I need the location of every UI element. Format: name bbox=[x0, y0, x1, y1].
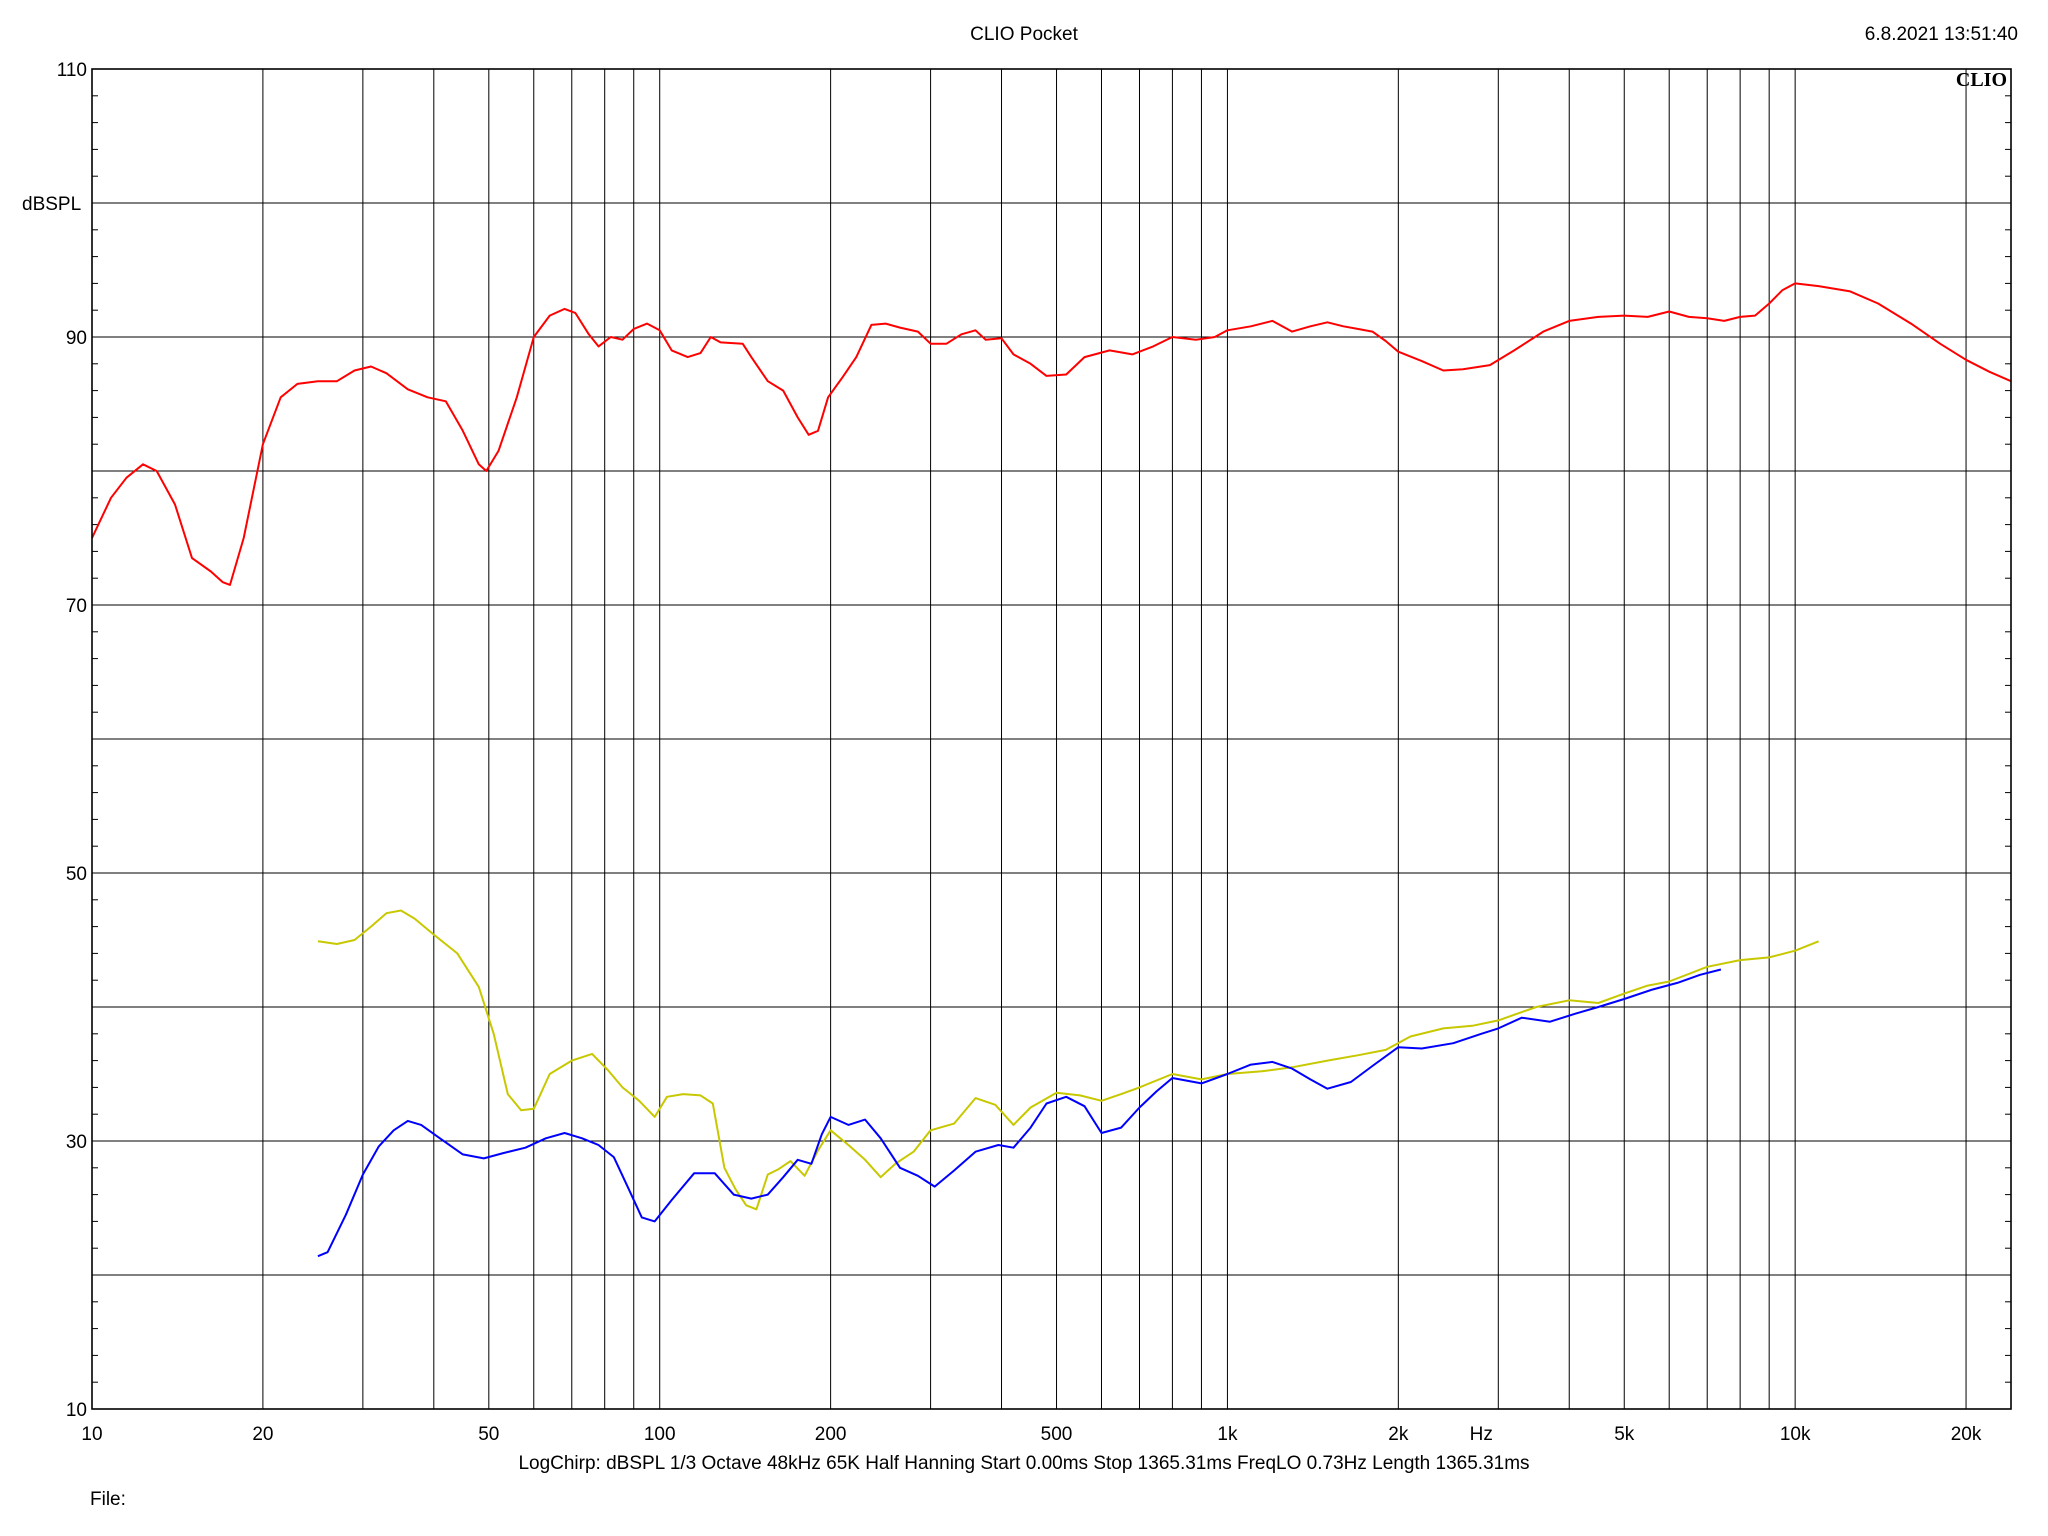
clio-logo: CLIO bbox=[1956, 69, 2007, 91]
x-tick-labels: 10 20 50 100 200 500 1k 2k 5k 10k 20k bbox=[81, 1424, 1981, 1445]
measurement-settings: LogChirp: dBSPL 1/3 Octave 48kHz 65K Hal… bbox=[518, 1453, 1530, 1474]
y-tick-label: 70 bbox=[66, 596, 87, 617]
x-axis-label: Hz bbox=[1470, 1424, 1493, 1445]
x-tick-label: 5k bbox=[1614, 1424, 1635, 1445]
x-tick-label: 10 bbox=[81, 1424, 102, 1445]
series-line-3 bbox=[317, 968, 1722, 1258]
file-label: File: bbox=[90, 1489, 126, 1510]
y-tick-label: 50 bbox=[66, 864, 87, 885]
y-tick-label: 10 bbox=[66, 1400, 87, 1421]
x-tick-label: 20k bbox=[1951, 1424, 1982, 1445]
timestamp: 6.8.2021 13:51:40 bbox=[1864, 24, 2018, 45]
x-tick-label: 500 bbox=[1041, 1424, 1073, 1445]
x-tick-label: 2k bbox=[1388, 1424, 1409, 1445]
x-tick-label: 10k bbox=[1780, 1424, 1811, 1445]
x-tick-label: 200 bbox=[815, 1424, 847, 1445]
y-tick-labels: 10 30 50 70 90 110 bbox=[57, 60, 87, 1421]
y-tick-label: 110 bbox=[57, 60, 87, 81]
x-tick-label: 1k bbox=[1217, 1424, 1238, 1445]
series-lines bbox=[91, 282, 2012, 1258]
series-line-1 bbox=[91, 282, 2012, 586]
y-axis-label: dBSPL bbox=[22, 194, 81, 215]
grid-lines bbox=[92, 68, 2011, 1410]
x-tick-label: 100 bbox=[644, 1424, 676, 1445]
series-line-2 bbox=[317, 909, 1819, 1211]
chart-title: CLIO Pocket bbox=[970, 24, 1078, 45]
y-tick-label: 90 bbox=[66, 328, 87, 349]
x-tick-label: 50 bbox=[478, 1424, 499, 1445]
plot-frame bbox=[91, 68, 2012, 1410]
x-tick-label: 20 bbox=[252, 1424, 273, 1445]
y-tick-label: 30 bbox=[66, 1132, 87, 1153]
